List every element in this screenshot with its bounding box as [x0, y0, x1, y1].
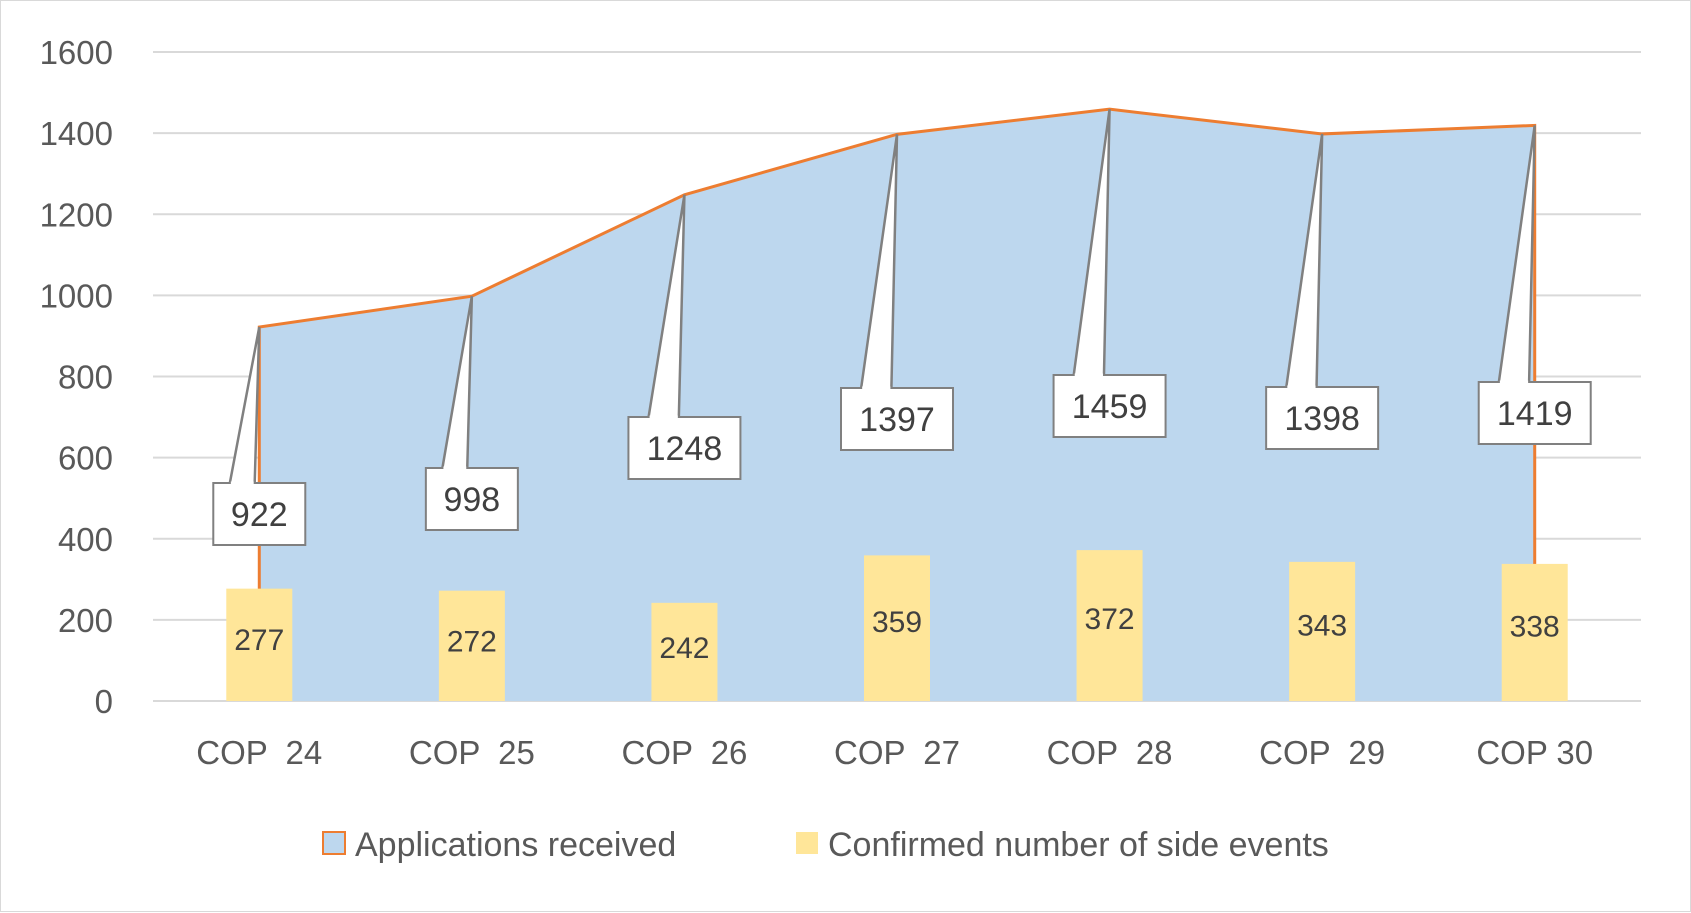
callout-box [212, 482, 307, 546]
y-tick-label: 200 [58, 602, 113, 639]
area-value-label: 1459 [1072, 388, 1148, 426]
callout-pointer [441, 295, 474, 469]
legend: Applications received Confirmed number of… [322, 826, 1329, 864]
callout-pointer [1072, 109, 1111, 376]
callout-box [627, 416, 742, 480]
area-value-label: 1398 [1284, 400, 1360, 438]
bar-value-label: 242 [659, 632, 709, 665]
bar-value-label: 272 [447, 625, 497, 658]
legend-swatch-side-events [796, 832, 818, 854]
y-tick-label: 400 [58, 521, 113, 558]
bar [1076, 550, 1143, 701]
callout-pointer [228, 326, 261, 484]
bar [651, 602, 718, 701]
legend-label-applications: Applications received [355, 826, 676, 864]
callout-box [840, 387, 954, 451]
y-tick-label: 1200 [40, 196, 113, 233]
bar-value-label: 338 [1510, 611, 1560, 644]
callout-box [1265, 386, 1380, 450]
callout-pointer [859, 134, 899, 389]
area-value-label: 1419 [1497, 395, 1573, 433]
bar [1501, 563, 1568, 701]
bar-value-label: 359 [872, 606, 922, 639]
bar [226, 588, 293, 701]
y-tick-label: 600 [58, 440, 113, 477]
callout-pointer [1285, 133, 1324, 388]
x-category-label: COP 26 [621, 734, 747, 771]
callout-box [424, 467, 519, 531]
area-value-label: 1397 [859, 401, 935, 439]
y-tick-label: 1400 [40, 115, 113, 152]
bar [1289, 561, 1356, 701]
area-value-label: 998 [443, 481, 500, 519]
y-tick-label: 800 [58, 359, 113, 396]
x-category-label: COP 25 [409, 734, 535, 771]
area-value-label: 1248 [647, 430, 723, 468]
y-axis-ticks: 0 200 400 600 800 1000 1200 1400 1600 [40, 34, 113, 720]
callout-box [1052, 374, 1167, 438]
bar-series: 277 272 242 359 372 343 338 [226, 550, 1568, 701]
x-category-label: COP 24 [196, 734, 322, 771]
area-value-label: 922 [231, 496, 288, 534]
callout-pointer [647, 194, 686, 418]
x-category-label: COP 28 [1047, 734, 1173, 771]
y-tick-label: 1600 [40, 34, 113, 71]
y-tick-label: 1000 [40, 277, 113, 314]
callout-box [1477, 381, 1592, 445]
x-axis-categories: COP 24 COP 25 COP 26 COP 27 COP 28 COP 29 COP … [196, 734, 1593, 771]
callout-pointer [1497, 125, 1536, 383]
bar-value-label: 343 [1297, 609, 1347, 642]
bar-value-label: 277 [234, 624, 284, 657]
y-tick-label: 0 [95, 683, 113, 720]
legend-label-side-events: Confirmed number of side events [828, 826, 1329, 864]
legend-swatch-applications [322, 831, 346, 855]
x-category-label: COP 30 [1476, 734, 1593, 771]
area-data-labels: 922 998 1248 1397 1459 1398 1419 [212, 109, 1592, 546]
x-category-label: COP 29 [1259, 734, 1385, 771]
bar-value-label: 372 [1085, 603, 1135, 636]
bar [438, 590, 505, 701]
x-category-label: COP 27 [834, 734, 960, 771]
bar [864, 555, 930, 701]
